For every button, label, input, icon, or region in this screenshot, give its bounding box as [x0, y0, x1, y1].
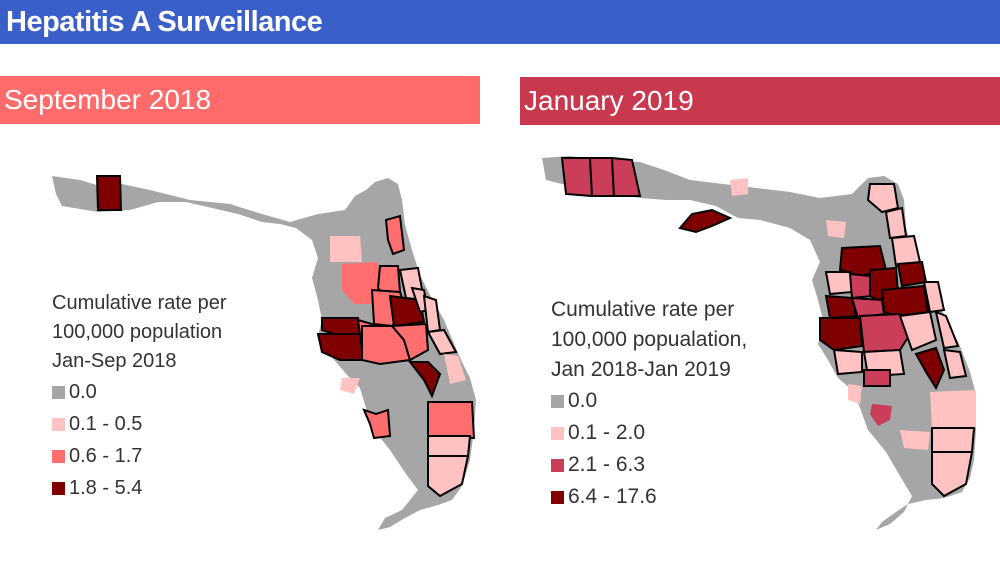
legend-item: 6.4 - 17.6 — [551, 481, 747, 513]
legend-item: 1.8 - 5.4 — [52, 472, 227, 504]
legend-item: 0.1 - 0.5 — [52, 408, 227, 440]
county — [342, 262, 380, 304]
county — [588, 157, 616, 197]
legend-label: 0.1 - 0.5 — [69, 412, 143, 435]
county — [610, 156, 642, 197]
legend-item: 0.0 — [52, 376, 227, 408]
county — [560, 157, 594, 198]
legend-label: 0.0 — [568, 389, 598, 412]
county — [427, 401, 476, 440]
legend-item: 2.1 - 6.3 — [551, 449, 747, 481]
county — [832, 348, 863, 376]
legend-item: 0.6 - 1.7 — [52, 440, 227, 472]
county — [826, 220, 846, 238]
left-map-header: September 2018 — [0, 76, 480, 124]
right-map-header: January 2019 — [520, 77, 1000, 125]
county — [934, 310, 960, 350]
county — [863, 369, 891, 387]
legend-title-line: Cumulative rate per — [52, 292, 227, 314]
county — [931, 427, 976, 453]
title-bar: Hepatitis A Surveillance — [0, 0, 1000, 44]
legend-label: 0.6 - 1.7 — [69, 444, 143, 467]
legend-swatch — [52, 449, 65, 463]
county — [931, 451, 974, 498]
legend-swatch — [52, 385, 65, 399]
county — [870, 404, 892, 426]
right-map-header-label: January 2019 — [524, 85, 694, 116]
county — [340, 378, 360, 394]
left-legend: Cumulative rate per 100,000 population J… — [52, 289, 227, 504]
county — [930, 390, 976, 430]
county — [896, 260, 928, 288]
county — [922, 281, 946, 314]
county — [407, 361, 442, 399]
county — [890, 234, 922, 268]
page-title: Hepatitis A Surveillance — [6, 5, 323, 38]
legend-swatch — [551, 490, 564, 504]
county — [914, 346, 946, 391]
legend-label: 0.0 — [69, 380, 97, 403]
legend-label: 0.1 - 2.0 — [568, 421, 646, 444]
legend-label: 1.8 - 5.4 — [69, 476, 143, 499]
county — [389, 322, 430, 362]
legend-item: 0.1 - 2.0 — [551, 417, 747, 449]
legend-label: 6.4 - 17.6 — [568, 485, 657, 508]
county — [316, 333, 363, 361]
legend-item: 0.0 — [551, 385, 747, 417]
legend-swatch — [52, 481, 65, 495]
left-map-header-label: September 2018 — [4, 84, 212, 115]
county — [824, 271, 854, 296]
county — [819, 317, 864, 352]
county — [384, 214, 406, 256]
legend-title-line: Jan 2018-Jan 2019 — [551, 358, 731, 381]
legend-swatch — [551, 394, 564, 408]
county — [898, 310, 938, 352]
legend-title-line: 100,000 popualation, — [551, 328, 748, 351]
county — [848, 384, 862, 404]
county — [330, 236, 362, 262]
left-map-counties — [95, 175, 476, 498]
legend-swatch — [551, 426, 564, 440]
legend-title-line: 100,000 population — [52, 321, 223, 343]
county — [426, 328, 458, 356]
county — [884, 206, 908, 240]
legend-label: 2.1 - 6.3 — [568, 453, 646, 476]
county — [942, 348, 968, 380]
right-map-counties — [560, 156, 976, 498]
county — [678, 208, 733, 234]
county — [858, 312, 912, 354]
county — [362, 408, 392, 440]
county — [880, 284, 930, 318]
legend-title-line: Cumulative rate per — [551, 298, 735, 321]
legend-title-line: Jan-Sep 2018 — [52, 350, 177, 372]
county — [427, 455, 470, 498]
county — [444, 354, 466, 384]
right-legend: Cumulative rate per 100,000 popualation,… — [551, 295, 747, 513]
county — [388, 294, 426, 328]
legend-swatch — [52, 417, 65, 431]
county — [900, 430, 930, 450]
county — [848, 272, 874, 300]
county — [730, 178, 748, 196]
county — [95, 175, 123, 211]
county — [824, 294, 858, 320]
legend-swatch — [551, 458, 564, 472]
